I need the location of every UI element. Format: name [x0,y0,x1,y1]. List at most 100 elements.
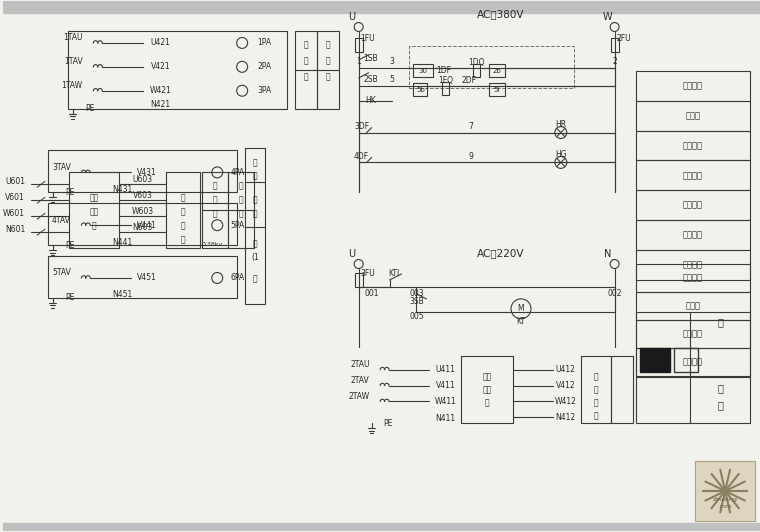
Text: 量: 量 [181,207,185,217]
Text: PE: PE [65,293,74,302]
Text: 电: 电 [717,317,723,327]
Text: 5b: 5b [416,87,425,93]
Text: V412: V412 [556,381,575,390]
Text: 3SB: 3SB [409,297,424,306]
Text: 电: 电 [253,196,258,205]
Bar [635,190,750,220]
Text: 电: 电 [213,182,217,191]
Text: 0.38kv: 0.38kv [201,242,223,247]
Text: W603: W603 [131,207,154,216]
Bar [48,151,237,192]
Bar [228,172,254,248]
Text: 盒: 盒 [91,222,96,231]
Text: 2b: 2b [492,68,502,74]
Text: 2TAW: 2TAW [349,392,369,401]
Text: 2PA: 2PA [257,62,271,71]
Text: KT: KT [517,317,525,326]
Text: U601: U601 [5,177,25,186]
Bar [635,264,750,292]
Text: 联合: 联合 [483,372,492,381]
Text: W412: W412 [555,397,577,406]
Bar [317,31,339,109]
Text: 3PA: 3PA [257,86,271,95]
Text: 表: 表 [239,210,243,219]
Text: 单: 单 [253,158,258,167]
Text: 量: 量 [717,401,723,410]
Bar [355,273,363,287]
Text: 分闸指示: 分闸指示 [682,261,703,270]
Text: 4PA: 4PA [230,168,245,177]
Text: W411: W411 [435,397,456,406]
Text: 温控回路: 温控回路 [682,357,703,366]
Text: HR: HR [556,120,566,129]
Text: 1TAU: 1TAU [63,34,83,43]
Text: zhulong: zhulong [713,496,738,502]
Bar [68,31,287,109]
Bar [635,130,750,161]
Text: PE: PE [65,188,74,197]
Text: U603: U603 [132,175,153,184]
Text: U: U [348,249,355,259]
Text: V431: V431 [137,168,157,177]
Text: 4TAV: 4TAV [52,215,71,225]
Bar [635,312,750,423]
Bar [473,64,480,77]
Bar [3,523,760,531]
Text: 1PA: 1PA [257,38,271,47]
Text: 1DQ: 1DQ [468,59,484,68]
Text: 005: 005 [409,312,424,321]
Text: 3DF: 3DF [354,122,369,131]
Bar [461,355,513,423]
Text: 计: 计 [717,384,723,394]
Bar [413,83,427,96]
Text: N601: N601 [5,225,25,234]
Text: 5TAV: 5TAV [52,269,71,278]
Bar [48,256,237,298]
Text: 熔断器: 熔断器 [686,301,700,310]
Text: 电: 电 [303,40,309,49]
Text: PE: PE [65,240,74,250]
Text: 003: 003 [409,289,424,298]
Text: V451: V451 [137,273,157,282]
Text: 2TAU: 2TAU [350,360,369,369]
Text: 合闸指示: 合闸指示 [682,231,703,239]
Text: 计: 计 [181,194,185,203]
Text: 2TAV: 2TAV [351,376,369,385]
Text: AC～220V: AC～220V [477,248,525,258]
Text: 卡: 卡 [181,222,185,231]
Text: U411: U411 [435,365,455,374]
Text: 002: 002 [607,289,622,298]
Text: 合闸回路: 合闸回路 [682,141,703,150]
Text: U421: U421 [150,38,170,47]
Bar [581,355,610,423]
Text: N421: N421 [150,100,170,109]
Text: 控制电源: 控制电源 [682,81,703,90]
Text: 相: 相 [253,171,258,180]
Text: 2DF: 2DF [462,76,477,85]
Bar [295,31,317,109]
Text: 能: 能 [303,56,309,65]
Text: 5PA: 5PA [230,221,245,230]
Text: 001: 001 [364,289,379,298]
Bar [3,1,760,13]
Bar [245,148,265,304]
Text: 量: 量 [239,196,243,205]
Text: 计: 计 [594,372,598,381]
Text: U: U [348,12,355,22]
Text: 5l: 5l [494,87,500,93]
Text: PE: PE [384,419,393,428]
Text: N411: N411 [435,414,455,423]
Bar [442,82,449,95]
Text: N412: N412 [556,413,576,422]
Text: (1: (1 [252,253,259,262]
Bar [48,203,237,245]
Text: 同: 同 [253,275,258,284]
Bar [410,46,574,88]
Text: N431: N431 [112,185,133,194]
Text: 1TAV: 1TAV [64,57,83,66]
Text: V421: V421 [150,62,170,71]
Text: 风泵回路: 风泵回路 [682,329,703,338]
Text: 联合: 联合 [89,194,98,203]
Text: 2FU: 2FU [616,35,631,44]
Bar [610,38,619,52]
